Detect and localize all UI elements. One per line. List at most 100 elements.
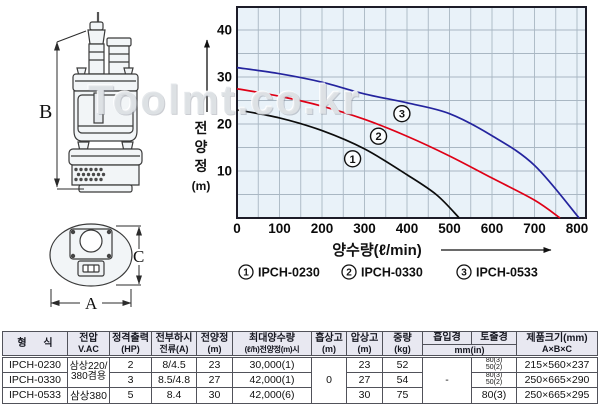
dimension-a <box>50 289 132 307</box>
motor-body <box>73 90 138 142</box>
legend-label: IPCH-0330 <box>361 266 423 280</box>
col-header-weight: 중량 (kg) <box>382 331 423 358</box>
svg-text:2: 2 <box>346 268 352 279</box>
cable-gland-body <box>88 43 105 75</box>
curve-IPCH-0330 <box>236 87 561 219</box>
bolt <box>76 67 87 75</box>
cell-hp: 5 <box>109 386 152 404</box>
x-tick-label: 400 <box>396 221 419 236</box>
cable-gland-neck <box>87 29 106 45</box>
col-header-total-head: 전양정 (m) <box>196 331 233 358</box>
base-flange <box>68 148 143 166</box>
svg-text:2: 2 <box>375 131 381 143</box>
y-tick-label: 10 <box>217 164 232 179</box>
pump-technical-drawing: B C A <box>39 12 144 313</box>
x-tick-label: 700 <box>523 221 546 236</box>
cell-head: 27 <box>196 371 233 388</box>
cell-suction-head: 0 <box>311 355 347 404</box>
discharge-port-top <box>79 229 103 253</box>
y-axis-label: 전 <box>195 120 208 136</box>
y-axis-label: 정 <box>195 158 208 174</box>
legend-label: IPCH-0230 <box>258 266 320 280</box>
plot-frame <box>236 6 587 219</box>
y-axis-label: 양 <box>195 139 208 155</box>
cell-hp: 2 <box>109 355 152 373</box>
col-header-suction-dia: 흡입경 <box>422 331 472 345</box>
svg-text:1: 1 <box>350 154 356 166</box>
bracket <box>69 228 113 260</box>
cell-max-flow: 42,000(6) <box>232 386 312 404</box>
cell-max-flow: 30,000(1) <box>232 355 312 373</box>
cell-suction-dia: - <box>422 355 472 404</box>
strainer <box>71 164 140 186</box>
bolt <box>77 141 90 150</box>
dimension-b <box>54 30 87 190</box>
table-row: IPCH-0533 삼상380 5 8.4 30 42,000(6) 30 75… <box>2 386 598 404</box>
dim-label-b: B <box>39 101 52 123</box>
spec-table: 형 식 전압 V.AC 정격출력 (HP) 전부하시 전류(A) 전양정 (m) 최대양… <box>2 331 598 404</box>
cell-hp: 3 <box>109 371 152 388</box>
col-header-max-flow: 최대양수량 (ℓ/h)전양정(m)시 <box>232 331 312 358</box>
bolts-top <box>70 229 112 259</box>
cell-model: IPCH-0330 <box>2 371 68 388</box>
cell-size: 250×665×290 <box>516 371 598 388</box>
col-header-model: 형 식 <box>2 331 68 358</box>
cell-size: 215×560×237 <box>516 355 598 373</box>
curve-number-badge <box>369 127 388 145</box>
svg-text:3: 3 <box>399 109 405 121</box>
col-header-full-load-current: 전부하시 전류(A) <box>151 331 197 358</box>
curve-IPCH-0230 <box>236 109 460 219</box>
pump-top-view <box>49 223 133 287</box>
bolt <box>121 141 134 150</box>
discharge-cap <box>106 37 132 47</box>
cell-pressure-head: 27 <box>346 371 383 388</box>
base-foot <box>78 184 133 193</box>
y-tick-label: 20 <box>217 117 232 132</box>
cell-weight: 54 <box>382 371 423 388</box>
x-axis-label: 양수량(ℓ/min) <box>332 241 422 259</box>
legend-number-icon <box>456 264 472 280</box>
x-tick-label: 0 <box>233 221 241 236</box>
handle-slot <box>93 92 104 124</box>
dim-label-a: A <box>85 294 98 313</box>
cell-model: IPCH-0230 <box>2 355 68 373</box>
svg-text:3: 3 <box>461 268 467 279</box>
y-tick-label: 30 <box>217 70 232 85</box>
col-header-voltage: 전압 V.AC <box>67 331 110 358</box>
cell-discharge-dia: 80(3) <box>471 386 517 404</box>
y-tick-label: 40 <box>217 23 232 38</box>
x-tick-label: 200 <box>311 221 334 236</box>
legend-number-icon <box>341 264 357 280</box>
cell-max-flow: 42,000(1) <box>232 371 312 388</box>
cell-weight: 75 <box>382 386 423 404</box>
legend-label: IPCH-0533 <box>476 266 538 280</box>
pump-side-view <box>68 12 143 193</box>
cell-size: 250×665×295 <box>516 386 598 404</box>
col-header-output: 정격출력 (HP) <box>109 331 152 358</box>
handle-top <box>82 264 100 273</box>
cell-discharge-dia: 80(3) 50(2) <box>471 371 517 388</box>
y-axis-label: (m) <box>192 179 211 193</box>
col-header-suction-head: 흡상고 (m) <box>311 331 347 358</box>
x-tick-label: 100 <box>268 221 291 236</box>
x-tick-label: 500 <box>438 221 461 236</box>
cell-weight: 52 <box>382 355 423 373</box>
col-header-product-size: 제품크기(mm) A×B×C <box>516 331 598 358</box>
cable-gland-cap <box>89 21 104 31</box>
dimension-c <box>116 225 142 286</box>
cell-voltage: 삼상380 <box>67 386 110 404</box>
col-header-pressure-head: 압상고 (m) <box>346 331 383 358</box>
curve-number-badge <box>393 104 411 123</box>
cell-head: 30 <box>196 386 233 404</box>
strainer-holes <box>74 167 106 182</box>
cell-current: 8/4.5 <box>151 355 197 373</box>
bolt <box>123 67 134 75</box>
curve-IPCH-0533 <box>236 66 580 219</box>
top-flange <box>72 73 139 92</box>
x-tick-label: 300 <box>353 221 376 236</box>
plot-area <box>237 7 586 218</box>
x-tick-label: 600 <box>481 221 504 236</box>
cell-pressure-head: 23 <box>346 355 383 373</box>
